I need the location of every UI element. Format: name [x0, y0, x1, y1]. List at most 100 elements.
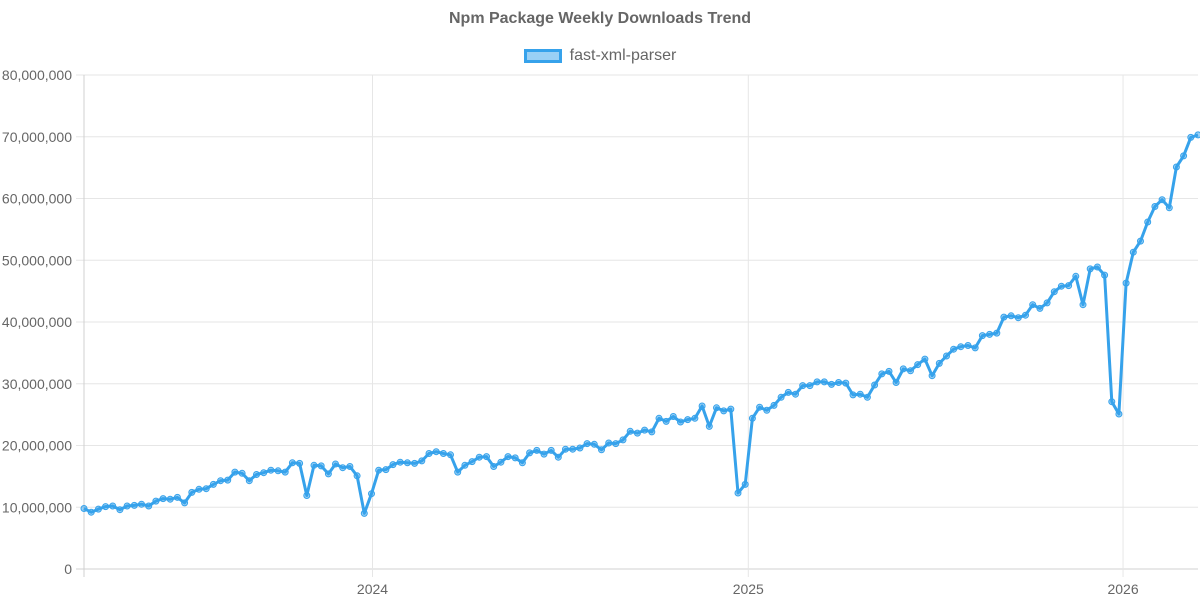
- data-point[interactable]: [109, 502, 117, 510]
- data-point[interactable]: [403, 459, 411, 467]
- data-point[interactable]: [1065, 282, 1073, 290]
- data-point[interactable]: [332, 460, 339, 468]
- data-point[interactable]: [518, 459, 526, 467]
- data-point[interactable]: [202, 485, 210, 493]
- data-point[interactable]: [727, 405, 735, 413]
- data-point[interactable]: [928, 372, 936, 380]
- data-point[interactable]: [684, 416, 692, 424]
- data-point[interactable]: [1194, 131, 1200, 139]
- data-point[interactable]: [504, 453, 512, 461]
- data-point[interactable]: [820, 378, 828, 386]
- data-point[interactable]: [425, 450, 433, 457]
- data-point[interactable]: [1172, 163, 1180, 171]
- data-point[interactable]: [777, 393, 785, 401]
- data-point[interactable]: [576, 444, 584, 452]
- data-point[interactable]: [382, 466, 390, 474]
- data-point[interactable]: [368, 490, 375, 498]
- data-point[interactable]: [102, 503, 110, 511]
- data-point[interactable]: [1079, 301, 1087, 309]
- data-point[interactable]: [626, 427, 634, 435]
- data-point[interactable]: [339, 464, 347, 472]
- data-point[interactable]: [892, 379, 900, 386]
- data-point[interactable]: [181, 499, 189, 507]
- data-point[interactable]: [1043, 299, 1051, 307]
- data-point[interactable]: [389, 461, 397, 469]
- data-point[interactable]: [935, 359, 943, 367]
- data-point[interactable]: [483, 453, 490, 461]
- data-point[interactable]: [360, 509, 368, 517]
- data-point[interactable]: [1187, 133, 1195, 141]
- data-point[interactable]: [1007, 312, 1015, 320]
- data-point[interactable]: [1036, 304, 1044, 312]
- data-point[interactable]: [468, 458, 476, 466]
- data-point[interactable]: [633, 429, 641, 437]
- data-point[interactable]: [454, 468, 462, 476]
- data-point[interactable]: [166, 495, 174, 503]
- data-point[interactable]: [195, 485, 203, 493]
- data-point[interactable]: [907, 367, 914, 375]
- data-point[interactable]: [231, 468, 239, 476]
- data-point[interactable]: [1014, 314, 1022, 322]
- data-point[interactable]: [1180, 152, 1188, 160]
- data-point[interactable]: [655, 414, 663, 422]
- data-point[interactable]: [554, 453, 562, 461]
- data-point[interactable]: [1029, 301, 1037, 309]
- data-point[interactable]: [145, 502, 153, 510]
- data-point[interactable]: [411, 459, 419, 467]
- data-point[interactable]: [274, 467, 282, 475]
- data-point[interactable]: [447, 451, 454, 459]
- data-point[interactable]: [1115, 410, 1123, 418]
- data-point[interactable]: [756, 403, 764, 411]
- data-point[interactable]: [375, 466, 383, 474]
- data-point[interactable]: [871, 381, 879, 389]
- data-point[interactable]: [849, 391, 857, 399]
- data-point[interactable]: [224, 476, 232, 484]
- data-point[interactable]: [87, 508, 95, 516]
- data-point[interactable]: [986, 330, 994, 338]
- data-point[interactable]: [173, 493, 181, 501]
- data-point[interactable]: [914, 361, 922, 369]
- data-point[interactable]: [159, 495, 167, 503]
- data-point[interactable]: [1022, 311, 1029, 319]
- data-point[interactable]: [792, 390, 799, 398]
- data-point[interactable]: [662, 417, 670, 425]
- data-point[interactable]: [598, 446, 605, 454]
- data-point[interactable]: [828, 380, 835, 388]
- data-point[interactable]: [583, 440, 591, 448]
- data-point[interactable]: [80, 505, 88, 512]
- data-point[interactable]: [296, 459, 304, 467]
- data-point[interactable]: [130, 501, 138, 509]
- data-point[interactable]: [439, 450, 447, 457]
- data-point[interactable]: [763, 406, 771, 414]
- data-point[interactable]: [648, 428, 656, 436]
- data-point[interactable]: [950, 345, 958, 353]
- data-point[interactable]: [188, 488, 196, 496]
- data-point[interactable]: [461, 461, 469, 469]
- data-point[interactable]: [878, 370, 886, 378]
- data-point[interactable]: [943, 352, 950, 360]
- data-point[interactable]: [511, 454, 519, 462]
- data-point[interactable]: [799, 382, 807, 390]
- data-point[interactable]: [497, 458, 505, 466]
- data-point[interactable]: [842, 379, 850, 387]
- data-point[interactable]: [1072, 272, 1080, 280]
- data-point[interactable]: [1165, 204, 1173, 212]
- data-point[interactable]: [418, 457, 426, 465]
- data-point[interactable]: [490, 463, 498, 470]
- data-point[interactable]: [698, 402, 706, 410]
- data-point[interactable]: [748, 414, 756, 422]
- data-point[interactable]: [475, 453, 483, 461]
- data-point[interactable]: [288, 459, 296, 467]
- data-point[interactable]: [346, 463, 354, 470]
- data-point[interactable]: [1050, 288, 1058, 296]
- data-point[interactable]: [94, 505, 102, 513]
- data-point[interactable]: [152, 497, 160, 505]
- data-point[interactable]: [993, 329, 1001, 337]
- data-point[interactable]: [238, 469, 246, 477]
- data-point[interactable]: [770, 401, 778, 409]
- data-point[interactable]: [705, 422, 713, 430]
- data-point[interactable]: [713, 404, 720, 412]
- data-point[interactable]: [317, 462, 325, 470]
- data-point[interactable]: [612, 440, 620, 448]
- data-point[interactable]: [641, 426, 649, 434]
